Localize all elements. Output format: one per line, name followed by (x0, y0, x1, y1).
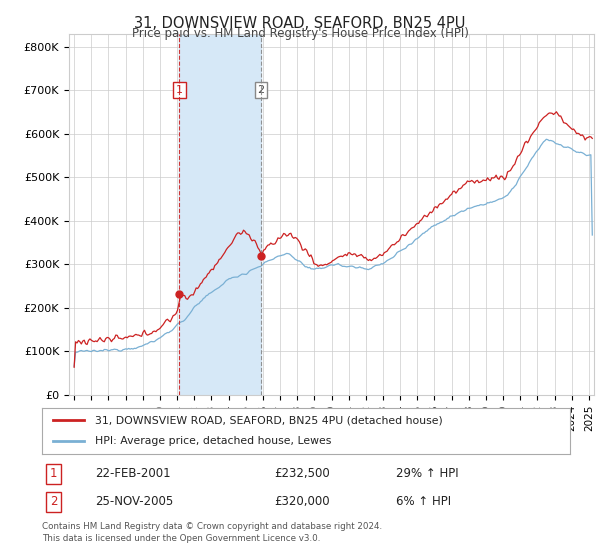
Text: 6% ↑ HPI: 6% ↑ HPI (396, 495, 451, 508)
Text: Contains HM Land Registry data © Crown copyright and database right 2024.
This d: Contains HM Land Registry data © Crown c… (42, 522, 382, 543)
Text: £320,000: £320,000 (274, 495, 330, 508)
Text: 31, DOWNSVIEW ROAD, SEAFORD, BN25 4PU (detached house): 31, DOWNSVIEW ROAD, SEAFORD, BN25 4PU (d… (95, 415, 443, 425)
Text: 2: 2 (50, 495, 58, 508)
Text: HPI: Average price, detached house, Lewes: HPI: Average price, detached house, Lewe… (95, 436, 331, 446)
Text: £232,500: £232,500 (274, 467, 330, 480)
Text: 22-FEB-2001: 22-FEB-2001 (95, 467, 170, 480)
Text: Price paid vs. HM Land Registry's House Price Index (HPI): Price paid vs. HM Land Registry's House … (131, 27, 469, 40)
Text: 2: 2 (257, 85, 265, 95)
Text: 31, DOWNSVIEW ROAD, SEAFORD, BN25 4PU: 31, DOWNSVIEW ROAD, SEAFORD, BN25 4PU (134, 16, 466, 31)
Text: 1: 1 (176, 85, 183, 95)
Bar (179, 34, 261, 395)
Text: 29% ↑ HPI: 29% ↑ HPI (396, 467, 458, 480)
Text: 25-NOV-2005: 25-NOV-2005 (95, 495, 173, 508)
Text: 1: 1 (50, 467, 58, 480)
